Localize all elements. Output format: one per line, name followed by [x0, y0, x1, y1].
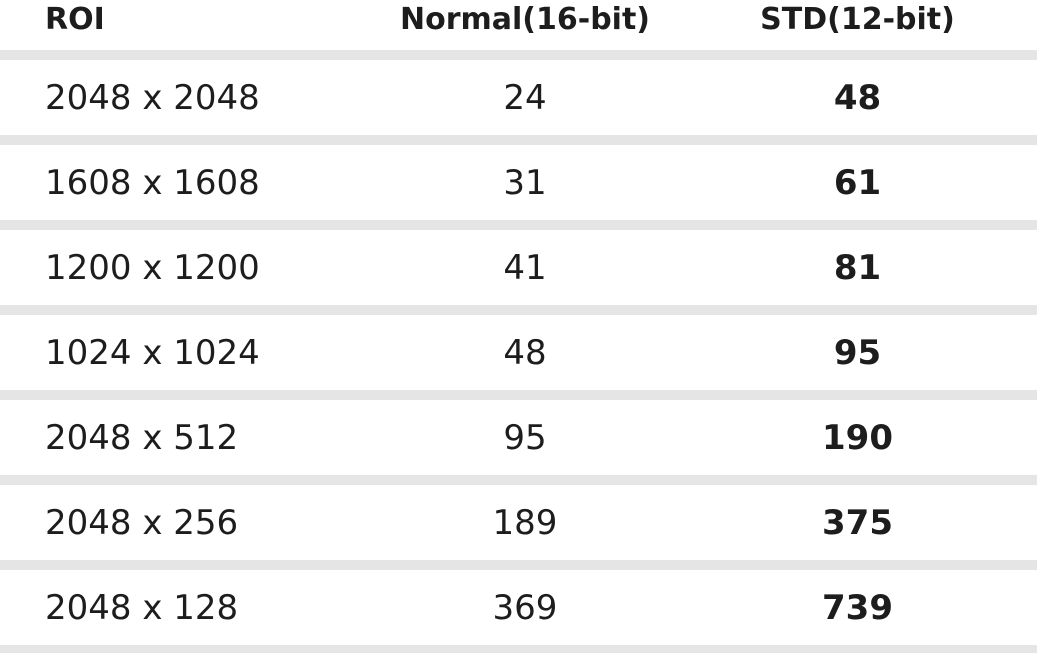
table-row: 2048 x 2048 24 48	[0, 60, 1037, 135]
normal-cell: 189	[492, 502, 558, 543]
table-row: 2048 x 128 369 739	[0, 570, 1037, 645]
std-cell: 95	[833, 332, 882, 373]
roi-cell: 2048 x 256	[45, 502, 239, 543]
std-cell: 375	[822, 502, 893, 543]
normal-cell: 369	[492, 587, 558, 628]
table-row: 1608 x 1608 31 61	[0, 145, 1037, 220]
roi-cell: 2048 x 512	[45, 417, 239, 458]
normal-cell: 41	[503, 247, 547, 288]
normal-cell: 24	[503, 77, 547, 118]
roi-cell: 1024 x 1024	[45, 332, 260, 373]
table-row: 2048 x 256 189 375	[0, 485, 1037, 560]
std-cell: 739	[822, 587, 893, 628]
normal-cell: 31	[503, 162, 547, 203]
row-divider	[0, 135, 1037, 145]
std-cell: 48	[833, 77, 882, 118]
normal-cell: 48	[503, 332, 547, 373]
table-header-row: ROI Normal(16-bit) STD(12-bit)	[0, 0, 1037, 50]
std-cell: 61	[833, 162, 882, 203]
std-cell: 190	[822, 417, 893, 458]
table-row: 2048 x 512 95 190	[0, 400, 1037, 475]
roi-cell: 1200 x 1200	[45, 247, 260, 288]
row-divider	[0, 475, 1037, 485]
row-divider	[0, 560, 1037, 570]
table-row: 1024 x 1024 48 95	[0, 315, 1037, 390]
row-divider	[0, 645, 1037, 653]
row-divider	[0, 305, 1037, 315]
row-divider	[0, 220, 1037, 230]
column-header-roi: ROI	[45, 2, 105, 37]
row-divider	[0, 50, 1037, 60]
normal-cell: 95	[503, 417, 547, 458]
std-cell: 81	[833, 247, 882, 288]
roi-cell: 2048 x 128	[45, 587, 239, 628]
roi-cell: 2048 x 2048	[45, 77, 260, 118]
row-divider	[0, 390, 1037, 400]
column-header-normal: Normal(16-bit)	[399, 2, 651, 37]
table-row: 1200 x 1200 41 81	[0, 230, 1037, 305]
roi-cell: 1608 x 1608	[45, 162, 260, 203]
column-header-std: STD(12-bit)	[760, 2, 955, 37]
